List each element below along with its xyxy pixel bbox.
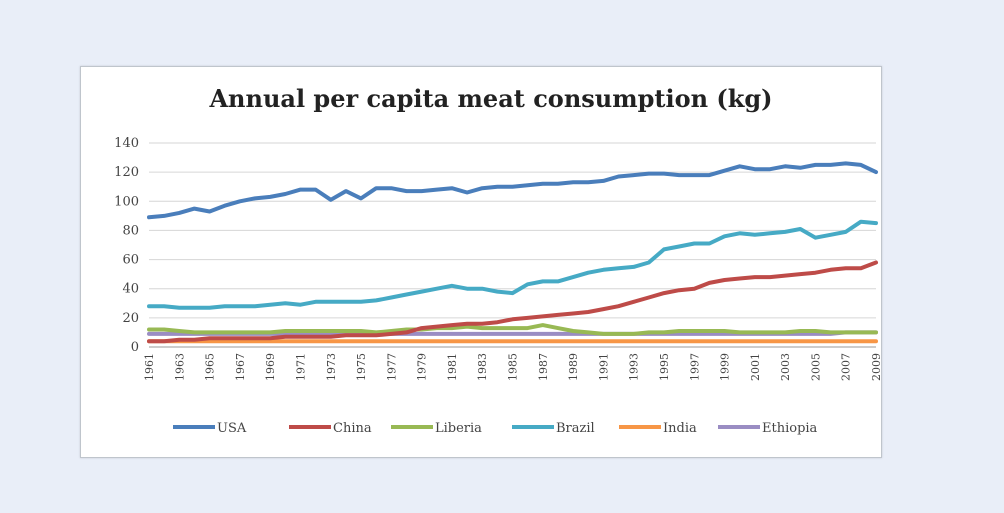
legend-label-ethiopia: Ethiopia [762,421,818,436]
chart-title: Annual per capita meat consumption (kg) [208,84,772,113]
y-tick-label: 20 [122,311,139,326]
chart-canvas: Annual per capita meat consumption (kg) … [114,84,881,436]
x-tick-label: 1981 [446,353,459,381]
series-line-brazil [147,219,878,310]
gridlines [149,142,876,348]
y-tick-label: 60 [122,253,139,268]
x-tick-label: 1979 [416,353,429,381]
x-tick-label: 1961 [143,353,156,381]
legend: USA China Liberia Brazil India Ethiopia [173,421,818,436]
y-tick-label: 80 [122,223,139,238]
x-tick-label: 1999 [719,353,732,381]
x-axis-ticks: 1961 1963 1965 1967 1969 1971 1973 1975 1977 1979… [143,353,881,381]
series-lines [147,161,878,344]
x-tick-label: 2003 [779,353,792,381]
x-tick-label: 2001 [749,353,762,381]
y-tick-label: 0 [131,340,139,355]
legend-label-india: India [663,421,697,436]
x-tick-label: 1987 [537,353,550,381]
y-axis-ticks: 0 20 40 60 80 100 120 140 [114,136,139,355]
x-tick-label: 1963 [173,353,186,381]
legend-label-china: China [333,421,372,436]
x-tick-label: 1965 [204,353,217,381]
legend-label-usa: USA [217,421,247,436]
x-tick-label: 1995 [658,353,671,381]
chart-frame: Annual per capita meat consumption (kg) … [80,66,882,458]
x-tick-label: 1971 [294,353,307,381]
x-tick-label: 1985 [507,353,520,381]
x-tick-label: 1991 [597,353,610,381]
x-tick-label: 1997 [688,353,701,381]
legend-label-brazil: Brazil [556,421,595,436]
x-tick-label: 1973 [325,353,338,381]
y-tick-label: 40 [122,282,139,297]
x-tick-label: 1969 [264,353,277,381]
series-line-china [147,260,878,344]
series-line-usa [147,161,878,220]
x-tick-label: 2007 [840,353,853,381]
x-tick-label: 1977 [385,353,398,381]
x-tick-label: 1989 [567,353,580,381]
y-tick-label: 140 [114,136,139,151]
x-tick-label: 1975 [355,353,368,381]
x-tick-label: 1993 [628,353,641,381]
x-tick-label: 2009 [870,353,881,381]
x-tick-label: 2005 [809,353,822,381]
x-tick-label: 1983 [476,353,489,381]
x-tick-label: 1967 [234,353,247,381]
y-tick-label: 100 [114,194,139,209]
y-tick-label: 120 [114,165,139,180]
series-line-liberia [147,323,878,336]
legend-label-liberia: Liberia [435,421,482,436]
